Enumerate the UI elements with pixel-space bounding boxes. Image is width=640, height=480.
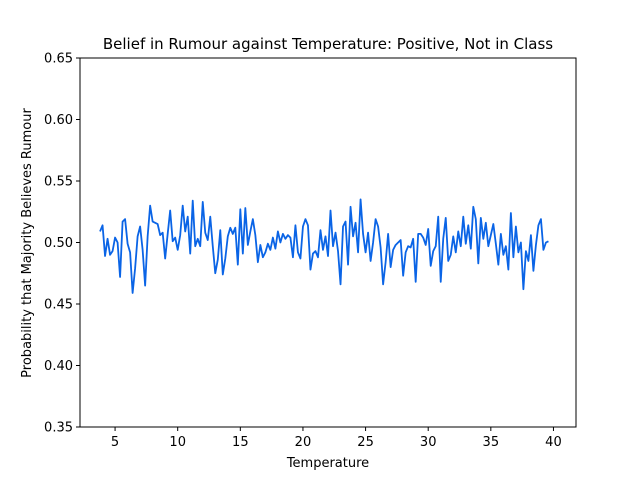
y-tick-label: 0.65: [44, 52, 73, 67]
series-line: [99, 198, 549, 294]
x-tick-label: 35: [483, 435, 500, 450]
x-tick-label: 25: [357, 435, 374, 450]
x-tick-label: 20: [295, 435, 312, 450]
x-tick-label: 10: [169, 435, 186, 450]
x-tick-label: 40: [545, 435, 562, 450]
y-tick-label: 0.55: [44, 175, 73, 190]
x-tick-label: 15: [232, 435, 249, 450]
x-tick-label: 5: [111, 435, 119, 450]
y-tick-label: 0.60: [44, 113, 73, 128]
y-tick-label: 0.50: [44, 236, 73, 251]
x-axis-label: Temperature: [286, 456, 369, 471]
y-tick-label: 0.35: [44, 421, 73, 436]
y-tick-label: 0.40: [44, 359, 73, 374]
x-axis-ticks: 5 10 15 20 25 30 35 40: [111, 427, 562, 450]
x-tick-label: 30: [420, 435, 437, 450]
y-tick-label: 0.45: [44, 298, 73, 313]
y-axis-ticks: 0.35 0.40 0.45 0.50 0.55 0.60 0.65: [44, 52, 80, 436]
plot-frame: [79, 57, 577, 428]
chart-title: Belief in Rumour against Temperature: Po…: [103, 35, 553, 53]
y-axis-label: Probability that Majority Believes Rumou…: [20, 108, 35, 378]
